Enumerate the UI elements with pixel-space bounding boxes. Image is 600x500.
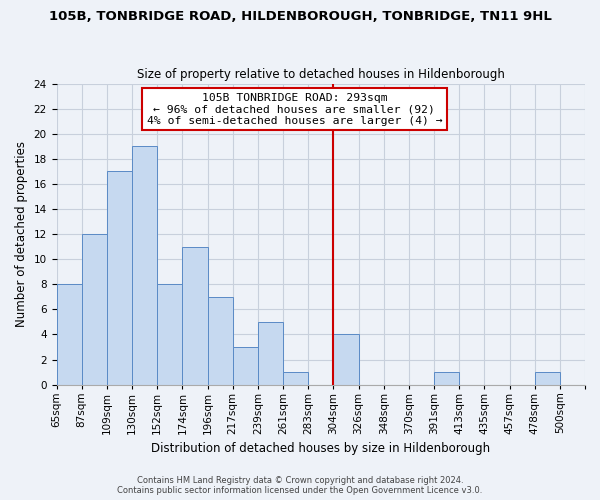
- Bar: [334, 334, 359, 384]
- Bar: [208, 297, 233, 384]
- X-axis label: Distribution of detached houses by size in Hildenborough: Distribution of detached houses by size …: [151, 442, 490, 455]
- Text: 105B, TONBRIDGE ROAD, HILDENBOROUGH, TONBRIDGE, TN11 9HL: 105B, TONBRIDGE ROAD, HILDENBOROUGH, TON…: [49, 10, 551, 23]
- Bar: [233, 347, 258, 385]
- Bar: [283, 372, 308, 384]
- Bar: [434, 372, 459, 384]
- Text: Contains HM Land Registry data © Crown copyright and database right 2024.
Contai: Contains HM Land Registry data © Crown c…: [118, 476, 482, 495]
- Bar: [107, 172, 132, 384]
- Bar: [258, 322, 283, 384]
- Bar: [182, 246, 208, 384]
- Bar: [535, 372, 560, 384]
- Text: 105B TONBRIDGE ROAD: 293sqm
← 96% of detached houses are smaller (92)
4% of semi: 105B TONBRIDGE ROAD: 293sqm ← 96% of det…: [146, 92, 442, 126]
- Bar: [132, 146, 157, 384]
- Bar: [82, 234, 107, 384]
- Bar: [56, 284, 82, 384]
- Bar: [157, 284, 182, 384]
- Title: Size of property relative to detached houses in Hildenborough: Size of property relative to detached ho…: [137, 68, 505, 81]
- Y-axis label: Number of detached properties: Number of detached properties: [15, 141, 28, 327]
